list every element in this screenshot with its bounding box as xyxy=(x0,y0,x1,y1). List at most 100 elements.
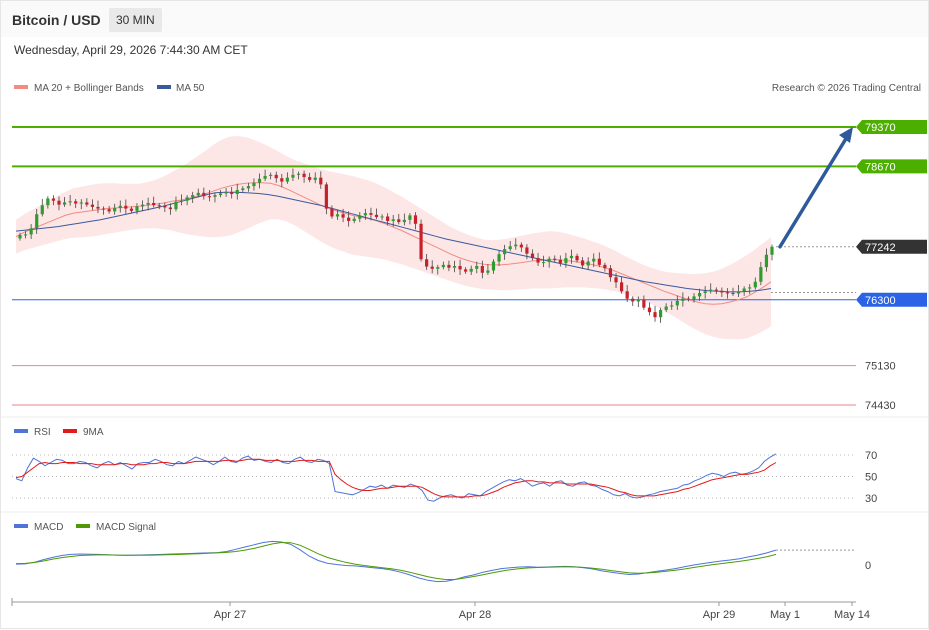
candle-body xyxy=(285,177,289,182)
candle-body xyxy=(436,267,440,269)
macd-line xyxy=(15,540,777,583)
candle-body xyxy=(62,202,67,205)
candle-body xyxy=(157,205,161,207)
candle-body xyxy=(179,200,184,202)
x-tick-label: Apr 29 xyxy=(703,609,735,621)
candle-body xyxy=(129,208,134,211)
candle-body xyxy=(703,291,707,294)
instrument-title: Bitcoin / USD xyxy=(12,12,101,28)
candle-body xyxy=(519,244,523,248)
candle-body xyxy=(581,260,585,266)
projection-arrow-shaft xyxy=(778,135,849,249)
candle-body xyxy=(397,219,401,223)
candle-body xyxy=(731,293,735,295)
candle-body xyxy=(352,218,356,221)
candle-body xyxy=(681,298,685,301)
candle-body xyxy=(625,291,629,299)
candle-body xyxy=(207,196,211,198)
candle-body xyxy=(664,306,668,310)
candle-body xyxy=(469,268,473,272)
candle-body xyxy=(614,277,618,283)
candle-body xyxy=(163,205,167,208)
candle-body xyxy=(224,192,228,194)
candle-body xyxy=(558,259,562,264)
candle-body xyxy=(447,264,451,268)
candle-body xyxy=(68,201,72,203)
candle-body xyxy=(168,207,172,210)
candle-body xyxy=(642,299,646,308)
timestamp: Wednesday, April 29, 2026 7:44:30 AM CET xyxy=(14,43,248,57)
candle-body xyxy=(140,204,145,207)
candle-body xyxy=(491,261,496,271)
x-tick-label: May 14 xyxy=(834,609,870,621)
rsi-level-label-30: 30 xyxy=(865,493,877,505)
candle-body xyxy=(480,266,484,273)
rsi-level-label-70: 70 xyxy=(865,450,877,462)
pivot-tag-label-76300: 76300 xyxy=(865,295,896,307)
resistance-tag-79370 xyxy=(856,120,927,134)
candle-body xyxy=(631,298,635,302)
candle-body xyxy=(174,201,178,210)
macd-signal-legend-label: MACD Signal xyxy=(96,522,156,533)
candle-body xyxy=(347,217,351,221)
candle-body xyxy=(252,182,256,187)
candle-body xyxy=(736,291,741,294)
candle-body xyxy=(748,287,752,289)
candle-body xyxy=(380,216,384,218)
candle-body xyxy=(675,300,679,306)
candle-body xyxy=(330,208,334,217)
timeframe-badge[interactable]: 30 MIN xyxy=(109,8,162,32)
pivot-tag-76300 xyxy=(856,292,927,307)
rsi-legend-swatch xyxy=(14,429,28,433)
candle-body xyxy=(536,258,540,263)
copyright-text: Research © 2026 Trading Central xyxy=(772,83,921,94)
candle-body xyxy=(592,258,596,262)
projection-arrow-head xyxy=(839,127,853,143)
candle-body xyxy=(636,299,640,302)
bollinger-band xyxy=(16,136,771,340)
candle-body xyxy=(714,289,718,291)
candle-body xyxy=(391,219,395,221)
candle-body xyxy=(514,244,518,247)
candle-body xyxy=(686,298,691,300)
candle-body xyxy=(113,208,117,212)
rsi-ma-legend-label: 9MA xyxy=(83,427,104,438)
candle-body xyxy=(335,214,340,217)
candle-body xyxy=(653,312,657,318)
candle-body xyxy=(85,202,89,205)
candle-body xyxy=(124,205,128,209)
candle-body xyxy=(35,214,39,229)
rsi-ma-line xyxy=(15,458,777,498)
candle-body xyxy=(725,292,730,294)
rsi-ma-legend-swatch xyxy=(63,429,77,433)
candle-body xyxy=(503,249,507,255)
candle-body xyxy=(647,307,652,313)
candle-body xyxy=(46,198,50,206)
resistance-tag-label-78670: 78670 xyxy=(865,161,896,173)
x-tick-label: Apr 27 xyxy=(214,609,246,621)
candle-body xyxy=(74,201,78,204)
candle-body xyxy=(386,216,390,221)
candle-body xyxy=(597,258,601,265)
candle-body xyxy=(358,215,362,219)
candle-body xyxy=(753,281,757,288)
macd-signal-legend-swatch xyxy=(76,524,90,528)
candle-body xyxy=(425,259,429,267)
candle-body xyxy=(497,254,501,262)
macd-legend-swatch xyxy=(14,524,28,528)
candle-body xyxy=(547,258,551,263)
candle-body xyxy=(152,202,156,206)
candle-body xyxy=(324,184,328,209)
candle-body xyxy=(107,209,111,212)
candle-body xyxy=(23,234,28,236)
candle-body xyxy=(296,173,301,175)
candle-body xyxy=(419,223,423,260)
candle-body xyxy=(709,289,713,292)
candle-body xyxy=(452,266,457,268)
candle-body xyxy=(692,296,696,300)
candle-body xyxy=(408,215,412,220)
candle-body xyxy=(586,261,590,266)
candle-body xyxy=(196,192,200,196)
candle-body xyxy=(764,254,769,268)
candle-body xyxy=(135,206,139,211)
